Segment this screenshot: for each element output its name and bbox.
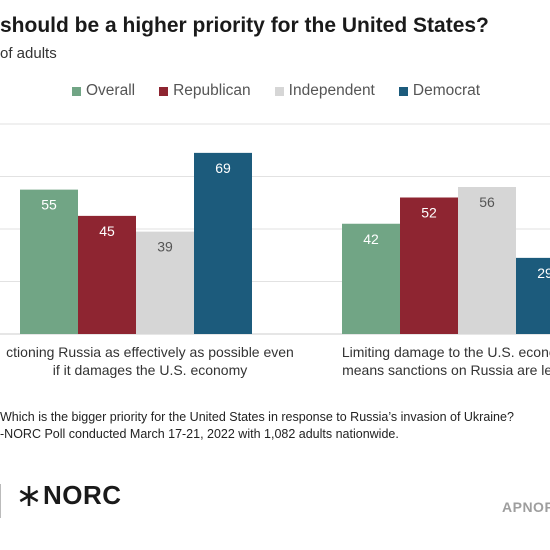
apnorc-brand: APNOR	[502, 499, 550, 515]
norc-logo-text: NORC	[43, 480, 122, 510]
bar-independent	[136, 231, 194, 334]
value-label: 52	[421, 205, 437, 221]
value-label: 39	[157, 239, 173, 255]
legend-item-overall: Overall	[72, 82, 135, 100]
bar-chart: 55 45 39 69 42 52 56 29 ctioning Russia as effe…	[0, 123, 550, 378]
bar-democrat	[516, 257, 550, 334]
bar-overall	[20, 189, 78, 334]
category-label: means sanctions on Russia are less e	[342, 362, 550, 378]
legend-swatch-overall	[72, 86, 81, 96]
bar-republican	[400, 197, 458, 334]
category-label: Limiting damage to the U.S. economy,	[342, 344, 550, 360]
value-label: 56	[479, 194, 495, 210]
category-label: if it damages the U.S. economy	[53, 362, 248, 378]
legend-label-overall: Overall	[86, 82, 136, 99]
bar-democrat	[194, 152, 252, 334]
value-labels: 55 45 39 69 42 52 56 29	[41, 160, 550, 281]
legend-label-democrat: Democrat	[412, 82, 481, 99]
norc-logo: NORC	[18, 480, 122, 511]
footnote-question: Which is the bigger priority for the Uni…	[0, 410, 514, 424]
value-label: 55	[41, 197, 57, 213]
chart-title: should be a higher priority for the Unit…	[0, 14, 489, 37]
value-label: 45	[99, 223, 115, 239]
category-labels: ctioning Russia as effectively as possib…	[6, 344, 550, 378]
value-label: 29	[537, 265, 550, 281]
legend: Overall Republican Independent Democrat	[72, 82, 480, 100]
norc-star-icon	[19, 485, 39, 506]
legend-swatch-independent	[274, 86, 284, 96]
chart-subtitle: of adults	[0, 45, 57, 62]
value-label: 69	[215, 160, 231, 176]
bar-independent	[458, 187, 516, 334]
footnote-source: -NORC Poll conducted March 17-21, 2022 w…	[0, 427, 399, 441]
legend-item-republican: Republican	[159, 82, 251, 100]
logo-divider	[0, 484, 1, 518]
legend-item-democrat: Democrat	[398, 82, 481, 100]
legend-item-independent: Independent	[274, 82, 375, 100]
value-label: 42	[363, 231, 379, 247]
legend-swatch-democrat	[398, 86, 408, 96]
legend-swatch-republican	[159, 86, 169, 96]
bars	[20, 152, 550, 334]
bar-republican	[78, 215, 136, 334]
bar-overall	[342, 223, 400, 334]
legend-label-republican: Republican	[173, 82, 251, 99]
legend-label-independent: Independent	[288, 82, 375, 99]
category-label: ctioning Russia as effectively as possib…	[6, 344, 294, 360]
footnote: Which is the bigger priority for the Uni…	[0, 409, 514, 443]
